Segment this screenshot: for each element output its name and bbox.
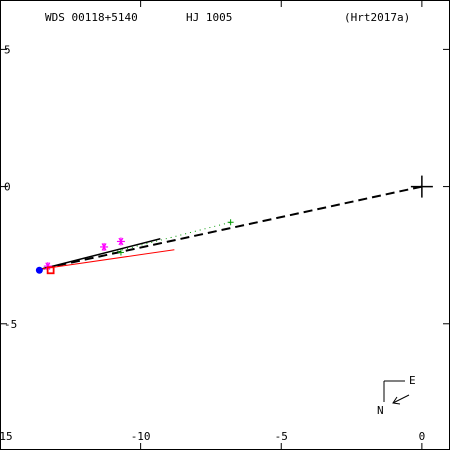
plus-marker xyxy=(117,249,124,256)
dotted-segment xyxy=(112,221,231,253)
y-tick-label: -5 xyxy=(4,318,17,331)
asterisk-marker xyxy=(43,262,52,271)
wds-id-label: WDS 00118+5140 xyxy=(45,11,138,24)
motion-arrow-icon xyxy=(392,394,410,405)
x-tick-label: -10 xyxy=(131,430,151,443)
asterisk-marker xyxy=(116,237,125,246)
asterisk-marker xyxy=(100,242,109,251)
x-tick-label: 15 xyxy=(0,430,13,443)
orbit-dashed-line xyxy=(41,185,423,270)
orbit-lines xyxy=(41,185,423,270)
x-tick-label: -5 xyxy=(275,430,288,443)
x-tick-label: 0 xyxy=(419,430,426,443)
plus-marker xyxy=(227,219,234,226)
y-tick-label: 5 xyxy=(4,43,11,56)
y-tick-label: 0 xyxy=(4,181,11,194)
discoverer-label: HJ 1005 xyxy=(186,11,232,24)
primary-star-cross xyxy=(410,175,433,198)
residual-line xyxy=(42,249,175,270)
compass-north-label: N xyxy=(377,404,384,417)
reference-label: (Hrt2017a) xyxy=(344,11,410,24)
compass-east-label: E xyxy=(409,374,416,387)
compass: E N xyxy=(377,374,416,417)
square-marker xyxy=(46,266,55,275)
dot-marker xyxy=(35,266,43,274)
observation-markers xyxy=(35,219,234,275)
orbit-solid-segment xyxy=(42,237,161,270)
